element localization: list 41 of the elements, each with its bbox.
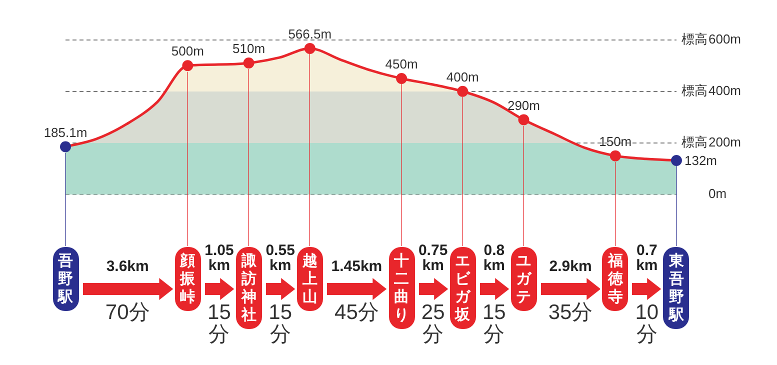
x-tick-label: 越上山 xyxy=(301,252,318,306)
data-label: 132m xyxy=(684,153,718,168)
x-tick-label: 吾野駅 xyxy=(57,252,74,306)
x-tick-label: エビガ坂 xyxy=(454,252,472,324)
text: 15分 xyxy=(268,300,293,346)
x-tick-label: ユガテ xyxy=(516,252,532,306)
x-tick-label: 諏訪神社 xyxy=(240,252,258,324)
x-tick-label: 福徳寺 xyxy=(606,252,624,306)
data-label: 500m xyxy=(171,44,204,59)
text: 0.55 km xyxy=(264,242,296,274)
y-tick-label: 400m xyxy=(708,82,742,98)
data-label: 566.5m xyxy=(288,26,332,42)
x-tick-label: 十二曲り xyxy=(393,252,410,324)
y-axis-title: 標高 xyxy=(681,134,708,150)
text: 25分 xyxy=(420,300,446,346)
data-label: 450m xyxy=(385,56,418,72)
text: 1.45km xyxy=(330,258,384,274)
data-label: 510m xyxy=(232,41,266,56)
data-label: 290m xyxy=(507,98,540,113)
text: 45分 xyxy=(334,300,380,324)
text: 3.6km xyxy=(105,258,150,274)
x-tick-label: 顔振峠 xyxy=(179,252,196,306)
x-tick-label: 東吾野駅 xyxy=(668,252,685,324)
y-tick-label: 0m xyxy=(708,186,727,202)
text: 10分 xyxy=(634,300,660,346)
data-label: 150m xyxy=(599,134,632,149)
text: 2.9km xyxy=(548,258,593,274)
text: 1.05 km xyxy=(204,242,235,274)
text: 標高 xyxy=(681,82,708,98)
text: 15分 xyxy=(481,300,507,346)
y-tick-label: 600m xyxy=(708,31,742,46)
data-label: 185.1m xyxy=(44,124,88,140)
text: 0.8 km xyxy=(482,242,506,274)
text: 70分 xyxy=(104,300,151,324)
data-label: 400m xyxy=(446,69,479,84)
text: 15分 xyxy=(206,300,232,346)
text: 0.75 km xyxy=(417,242,449,274)
text: 0.7 km xyxy=(635,242,659,274)
text: 35分 xyxy=(547,300,594,324)
y-tick-label: 200m xyxy=(708,134,742,150)
text: 標高 xyxy=(681,31,708,46)
